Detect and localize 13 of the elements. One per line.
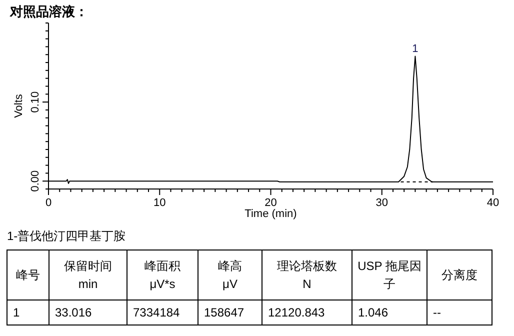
chart-title: 对照品溶液： bbox=[9, 4, 88, 19]
x-tick-label: 20 bbox=[264, 197, 277, 209]
table: 峰号 保留时间 min 峰面积 μV*s 峰高 μV 理论塔板数 N USP 拖尾因子 分离度 1 33.016 7334184 158647 12120.843 1.046 -- bbox=[6, 250, 492, 326]
x-axis-title: Time (min) bbox=[244, 208, 297, 220]
x-tick-label: 10 bbox=[154, 197, 166, 209]
y-tick-label: 0.10 bbox=[30, 91, 42, 113]
annotation: 1 bbox=[412, 43, 418, 56]
text: 1-普伐他汀四甲基丁胺 bbox=[7, 229, 126, 243]
y-tick-label: 0.00 bbox=[30, 170, 42, 192]
x-tick-label: 30 bbox=[376, 197, 388, 209]
y-axis-title: Volts bbox=[13, 94, 25, 118]
x-tick-label: 40 bbox=[486, 197, 500, 209]
x-tick-label: 0 bbox=[45, 197, 52, 209]
